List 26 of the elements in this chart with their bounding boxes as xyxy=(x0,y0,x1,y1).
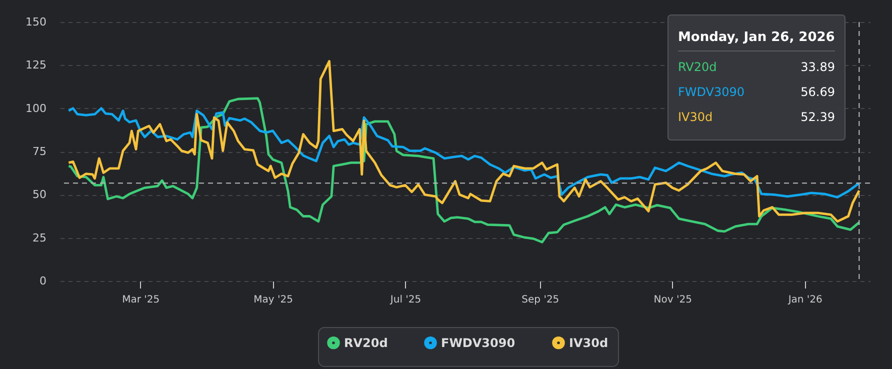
x-tick-label: May '25 xyxy=(254,294,293,306)
line-series xyxy=(67,97,860,244)
annotation: 52.39 xyxy=(800,110,835,124)
x-tick-label: Jul '25 xyxy=(389,294,422,306)
x-tick-label: Mar '25 xyxy=(122,294,160,306)
annotation: 56.69 xyxy=(800,85,835,99)
x-tick-label: Nov '25 xyxy=(654,294,692,306)
annotation: 33.89 xyxy=(800,60,835,74)
legend-label: IV30d xyxy=(569,336,608,350)
annotation: Monday, Jan 26, 2026 xyxy=(678,30,835,45)
y-tick-label: 50 xyxy=(32,188,46,202)
y-tick-label: 100 xyxy=(26,102,46,115)
text: RV20d xyxy=(678,60,717,74)
legend-label: FWDV3090 xyxy=(441,336,516,350)
y-tick-label: 75 xyxy=(32,145,46,158)
x-tick-label: Sep '25 xyxy=(522,294,560,306)
legend-label: RV20d xyxy=(344,336,388,350)
line-series xyxy=(67,107,860,198)
text: FWDV3090 xyxy=(678,85,745,99)
x-tick-label: Jan '26 xyxy=(787,294,822,306)
y-tick-label: 150 xyxy=(26,16,46,28)
y-tick-label: 25 xyxy=(32,231,46,244)
y-tick-label: 0 xyxy=(40,274,46,288)
y-tick-label: 125 xyxy=(26,58,46,72)
text: IV30d xyxy=(678,110,713,124)
line-series xyxy=(67,60,860,223)
